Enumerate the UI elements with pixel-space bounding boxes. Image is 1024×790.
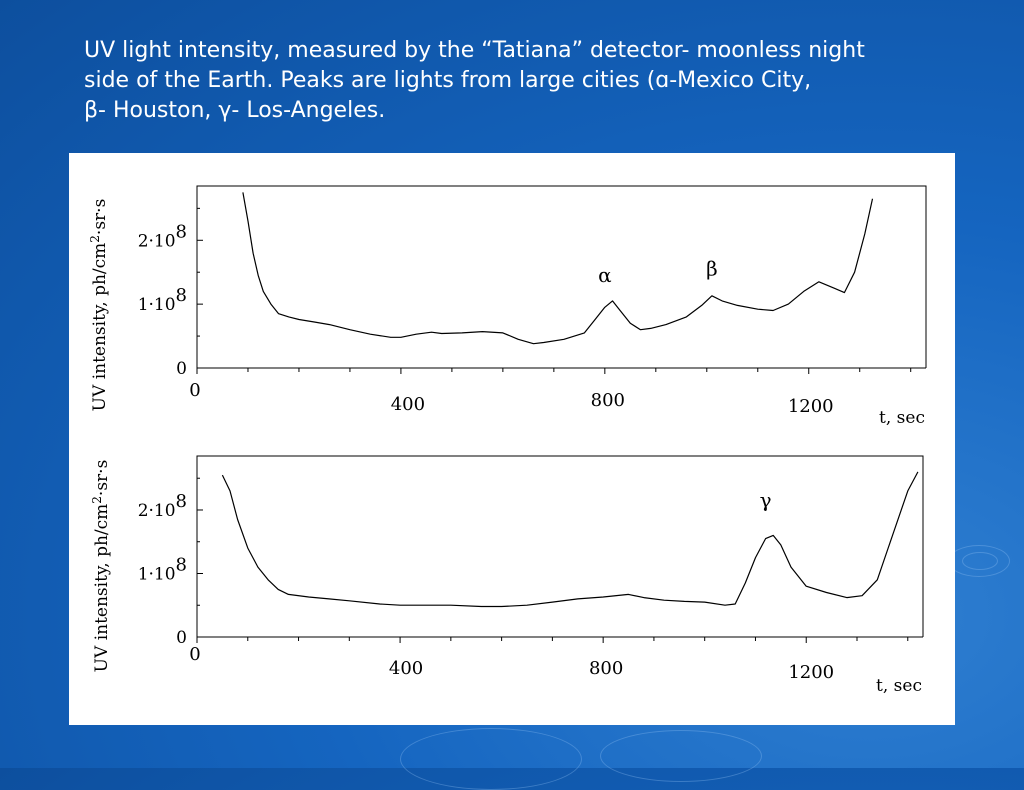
y-tick-exponent: 8 [176, 491, 187, 512]
chart-1: UV intensity, ph/cm2·sr·s t, sec [88, 199, 925, 428]
ripple-decoration [600, 730, 762, 782]
y-tick-mantissa: 2·10 [138, 231, 176, 251]
x-axis-label: t, sec [879, 408, 925, 428]
y-tick-exponent: 8 [176, 554, 187, 575]
plot-frame [196, 455, 924, 637]
ripple-decoration [962, 552, 998, 570]
peak-annotation: γ [760, 488, 772, 512]
x-tick-label: 1200 [788, 396, 834, 417]
y-axis-label: UV intensity, ph/cm2·sr·s [88, 199, 110, 412]
x-tick-label: 800 [591, 390, 625, 411]
plot-frame [196, 185, 927, 368]
y-tick-label: 0 [176, 359, 187, 379]
y-tick-label: 1·108 [138, 285, 187, 315]
x-tick-label: 0 [189, 644, 200, 665]
x-tick-label: 0 [189, 380, 200, 401]
caption-line-3: β- Houston, γ- Los-Angeles. [84, 98, 386, 123]
x-tick-label: 1200 [788, 662, 834, 683]
figure-panel: UV intensity, ph/cm2·sr·s t, sec UV inte… [69, 153, 955, 725]
caption-line-1: UV light intensity, measured by the “Tat… [84, 38, 865, 63]
caption-line-2: side of the Earth. Peaks are lights from… [84, 68, 812, 93]
y-axis-label: UV intensity, ph/cm2·sr·s [90, 460, 112, 673]
y-axis-label-sup: 2 [90, 496, 104, 504]
peak-annotation: α [598, 263, 612, 287]
y-tick-exponent: 8 [176, 221, 187, 242]
uv-intensity-figure: UV intensity, ph/cm2·sr·s t, sec UV inte… [88, 185, 927, 696]
y-tick-label: 2·108 [138, 221, 187, 251]
y-tick-mantissa: 2·10 [138, 501, 176, 521]
x-tick-label: 400 [389, 658, 423, 679]
y-tick-exponent: 8 [176, 285, 187, 306]
y-tick-mantissa: 1·10 [138, 295, 176, 315]
uv-intensity-line [221, 471, 919, 608]
y-tick-mantissa: 1·10 [138, 564, 176, 584]
y-axis-label-sup: 2 [88, 235, 102, 243]
y-tick-label: 2·108 [138, 491, 187, 521]
x-tick-label: 800 [589, 658, 623, 679]
x-tick-label: 400 [391, 394, 425, 415]
y-axis-label-rest: ·sr·s [92, 460, 112, 496]
peak-annotation: β [706, 256, 718, 280]
y-axis-label-main: UV intensity, ph/cm [92, 504, 112, 673]
y-axis-label-main: UV intensity, ph/cm [90, 243, 110, 412]
slide-caption: UV light intensity, measured by the “Tat… [84, 36, 1014, 126]
y-tick-label: 1·108 [138, 554, 187, 584]
y-tick-label: 0 [176, 628, 187, 648]
ripple-decoration [400, 728, 582, 790]
uv-intensity-line [242, 192, 874, 345]
x-axis-label: t, sec [876, 676, 922, 696]
chart-2: UV intensity, ph/cm2·sr·s t, sec [90, 460, 922, 696]
y-axis-label-rest: ·sr·s [90, 199, 110, 235]
